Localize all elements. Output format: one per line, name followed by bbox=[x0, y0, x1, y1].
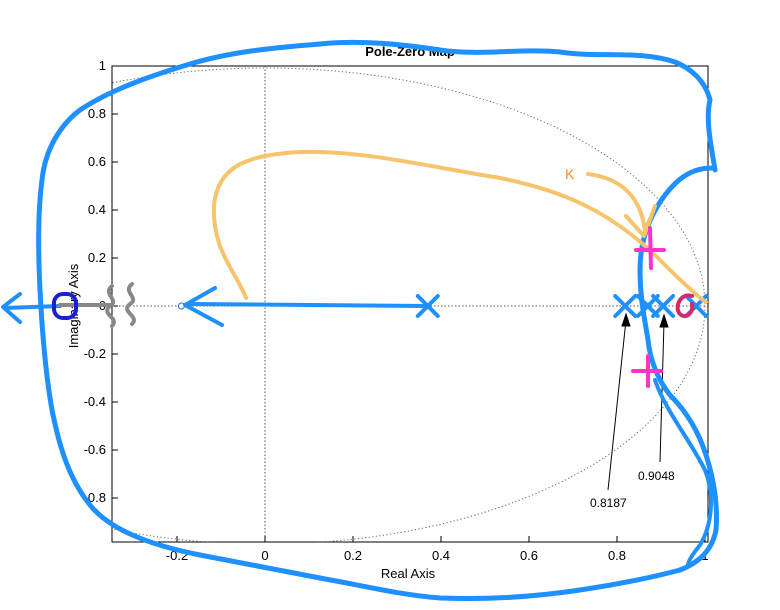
axis-break-squiggle-1 bbox=[105, 284, 116, 328]
root-locus-loop bbox=[36, 39, 719, 602]
y-tick-label: 0.2 bbox=[88, 250, 106, 265]
crossing-mark bbox=[675, 293, 695, 319]
breakaway-mark-lower bbox=[631, 354, 663, 388]
gain-k-arrowhead bbox=[624, 204, 657, 238]
x-tick-label: 0 bbox=[261, 548, 268, 563]
y-tick-label: -0.4 bbox=[84, 394, 106, 409]
y-tick-labels: -0.8-0.6-0.4-0.200.20.40.60.81 bbox=[84, 58, 118, 505]
far-left-arrowhead bbox=[1, 292, 22, 324]
gain-arrow-curve bbox=[211, 149, 708, 304]
real-axis-locus bbox=[188, 302, 427, 308]
x-tick-labels: -0.2 0 0.2 0.4 0.6 0.8 1 bbox=[166, 536, 709, 563]
annotation-08187: 0.8187 bbox=[590, 496, 627, 510]
breakaway-mark-upper bbox=[634, 226, 666, 270]
x-tick-label: 0.4 bbox=[432, 548, 450, 563]
annotation-09048: 0.9048 bbox=[638, 469, 675, 483]
pole-x-mark bbox=[613, 294, 638, 318]
x-tick-label: 0.2 bbox=[344, 548, 362, 563]
y-tick-label: -0.6 bbox=[84, 442, 106, 457]
gain-label-k: K bbox=[565, 166, 575, 182]
y-tick-label: 1 bbox=[99, 58, 106, 73]
x-axis-label: Real Axis bbox=[381, 566, 436, 581]
far-zero-circle bbox=[52, 292, 78, 320]
x-tick-label: 0.6 bbox=[520, 548, 538, 563]
y-tick-label: 0.4 bbox=[88, 202, 106, 217]
gain-k-arrow bbox=[586, 172, 647, 232]
axis-break-squiggle-2 bbox=[125, 282, 136, 326]
far-left-arrow-line bbox=[3, 304, 62, 310]
locus-arrowhead-left bbox=[183, 286, 224, 327]
root-locus-lower-branch bbox=[653, 378, 713, 567]
y-tick-label: -0.2 bbox=[84, 346, 106, 361]
pole-x-mark bbox=[415, 294, 440, 318]
y-tick-label: 0.8 bbox=[88, 106, 106, 121]
x-tick-label: 0.8 bbox=[608, 548, 626, 563]
y-tick-label: 0.6 bbox=[88, 154, 106, 169]
pole-x-mark bbox=[651, 294, 676, 318]
pole-x-markers bbox=[415, 294, 709, 318]
annotation-arrows bbox=[607, 312, 669, 491]
